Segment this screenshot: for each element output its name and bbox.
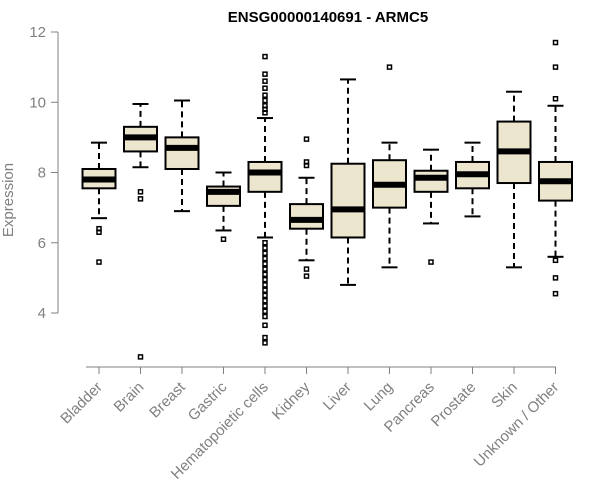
iqr-box <box>289 203 324 230</box>
outlier-point <box>137 196 144 202</box>
y-axis-label: Expression <box>0 163 17 237</box>
outlier-point <box>262 287 268 293</box>
outlier-point <box>303 266 310 272</box>
outlier-point <box>428 259 434 265</box>
y-tick-label: 4 <box>38 305 46 322</box>
outlier-point <box>552 64 559 70</box>
iqr-box <box>164 136 200 170</box>
outlier-point <box>386 64 393 70</box>
outlier-point <box>220 236 227 242</box>
outlier-point <box>262 266 268 272</box>
box-group <box>164 99 200 213</box>
outlier-point <box>552 275 559 281</box>
outlier-point <box>262 292 268 299</box>
outlier-point <box>137 189 144 195</box>
chart-title: ENSG00000140691 - ARMC5 <box>228 9 428 26</box>
y-tick-label: 10 <box>29 94 46 111</box>
outlier-point <box>262 303 268 309</box>
box-group <box>455 141 490 218</box>
outlier-point <box>262 261 268 267</box>
outlier-point <box>262 97 268 104</box>
x-tick-label: Bladder <box>57 379 106 428</box>
outlier-point <box>303 136 310 142</box>
box-group <box>496 90 532 269</box>
box-group <box>538 39 573 297</box>
box-group <box>372 64 407 269</box>
outlier-point <box>262 340 268 346</box>
y-tick-label: 8 <box>38 165 46 182</box>
outlier-point <box>262 85 268 91</box>
outlier-point <box>262 240 268 246</box>
iqr-box <box>330 162 366 239</box>
outlier-point <box>303 273 310 279</box>
box-group <box>413 148 449 265</box>
box-group <box>247 53 283 346</box>
outlier-point <box>262 276 268 283</box>
x-tick-label: Liver <box>320 379 355 414</box>
outlier-point <box>262 92 268 98</box>
y-tick-label: 6 <box>38 235 46 252</box>
outlier-point <box>552 39 559 46</box>
iqr-box <box>247 160 283 193</box>
box-group <box>289 136 324 279</box>
outlier-point <box>552 257 559 264</box>
x-tick-label: Skin <box>488 379 521 412</box>
outlier-point <box>262 250 268 257</box>
iqr-box <box>413 169 449 193</box>
outlier-point <box>262 334 268 341</box>
y-ticks: 4 6 8 10 12 <box>29 24 58 322</box>
box-group <box>206 171 241 242</box>
outlier-point <box>96 259 102 265</box>
outlier-point <box>552 290 559 297</box>
outlier-point <box>262 313 268 320</box>
outlier-point <box>262 78 268 84</box>
x-tick-label: Prostate <box>428 379 480 431</box>
outlier-point <box>96 229 102 235</box>
outlier-point <box>262 53 268 60</box>
x-tick-label: Kidney <box>269 378 314 423</box>
x-tick-label: Lung <box>361 379 397 415</box>
outlier-point <box>262 297 268 304</box>
outlier-point <box>262 322 268 329</box>
outlier-point <box>262 245 268 251</box>
x-tick-label: Brain <box>111 379 148 416</box>
outlier-point <box>262 308 268 314</box>
box-group <box>81 141 117 265</box>
outlier-point <box>552 95 559 102</box>
outlier-point <box>137 354 144 360</box>
outlier-point <box>262 282 268 288</box>
outlier-point <box>262 110 268 116</box>
box-series <box>81 39 573 360</box>
y-tick-label: 12 <box>29 24 46 41</box>
box-group <box>330 78 366 286</box>
outlier-point <box>303 162 310 169</box>
outlier-point <box>262 271 268 278</box>
x-tick-label: Breast <box>146 378 189 421</box>
outlier-point <box>262 71 268 77</box>
outlier-point <box>262 255 268 262</box>
box-group <box>123 103 158 360</box>
